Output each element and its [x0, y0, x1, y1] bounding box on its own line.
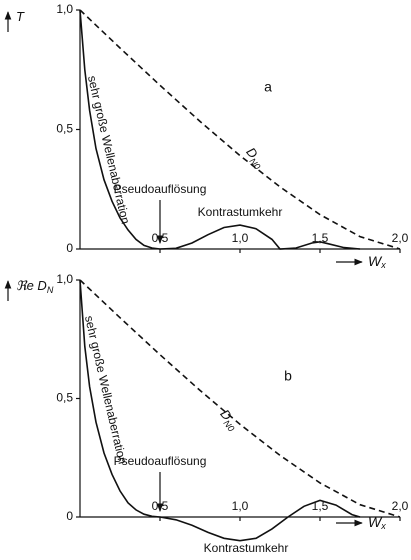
curve-label: sehr große Wellenaberration [82, 314, 130, 465]
y-axis-label: T [16, 9, 25, 24]
solid-line [79, 9, 361, 250]
region-label: Kontrastumkehr [204, 541, 289, 555]
y-axis-label-main: T [16, 9, 25, 24]
series-label: DN0 [215, 407, 241, 434]
region-label: Kontrastumkehr [198, 205, 283, 219]
x-axis-label-sub: x [380, 521, 386, 531]
y-tick-label: 0 [66, 509, 73, 523]
x-axis-label-main: W [368, 253, 383, 269]
curve-label: sehr große Wellenaberration [85, 74, 133, 225]
x-axis-label-sub: x [380, 260, 386, 270]
series-label: DN0 [241, 145, 267, 172]
y-tick-label: 0 [66, 241, 73, 255]
dashed-line [79, 279, 401, 518]
panel-label: a [264, 79, 272, 95]
panel-label: b [284, 368, 292, 384]
marker-label: Pseudoauflösung [114, 454, 207, 468]
y-axis-label-sub: N [47, 285, 54, 295]
x-axis-label: Wx [368, 253, 386, 271]
x-axis-label: Wx [368, 514, 386, 532]
x-tick-label: 1,0 [232, 231, 249, 245]
dashed-line [79, 9, 401, 250]
y-axis-label-main: ℜe D [16, 278, 47, 293]
x-tick-label: 1,0 [232, 499, 249, 513]
y-tick-label: 1,0 [56, 2, 73, 16]
x-tick-label: 2,0 [392, 231, 409, 245]
y-tick-label: 0,5 [56, 391, 73, 405]
solid-line [79, 279, 361, 542]
x-axis-label-main: W [368, 514, 383, 530]
y-tick-label: 0,5 [56, 122, 73, 136]
marker-label: Pseudoauflösung [114, 182, 207, 196]
x-tick-label: 2,0 [392, 499, 409, 513]
y-tick-label: 1,0 [56, 272, 73, 286]
y-axis-label: ℜe DN [16, 278, 54, 295]
